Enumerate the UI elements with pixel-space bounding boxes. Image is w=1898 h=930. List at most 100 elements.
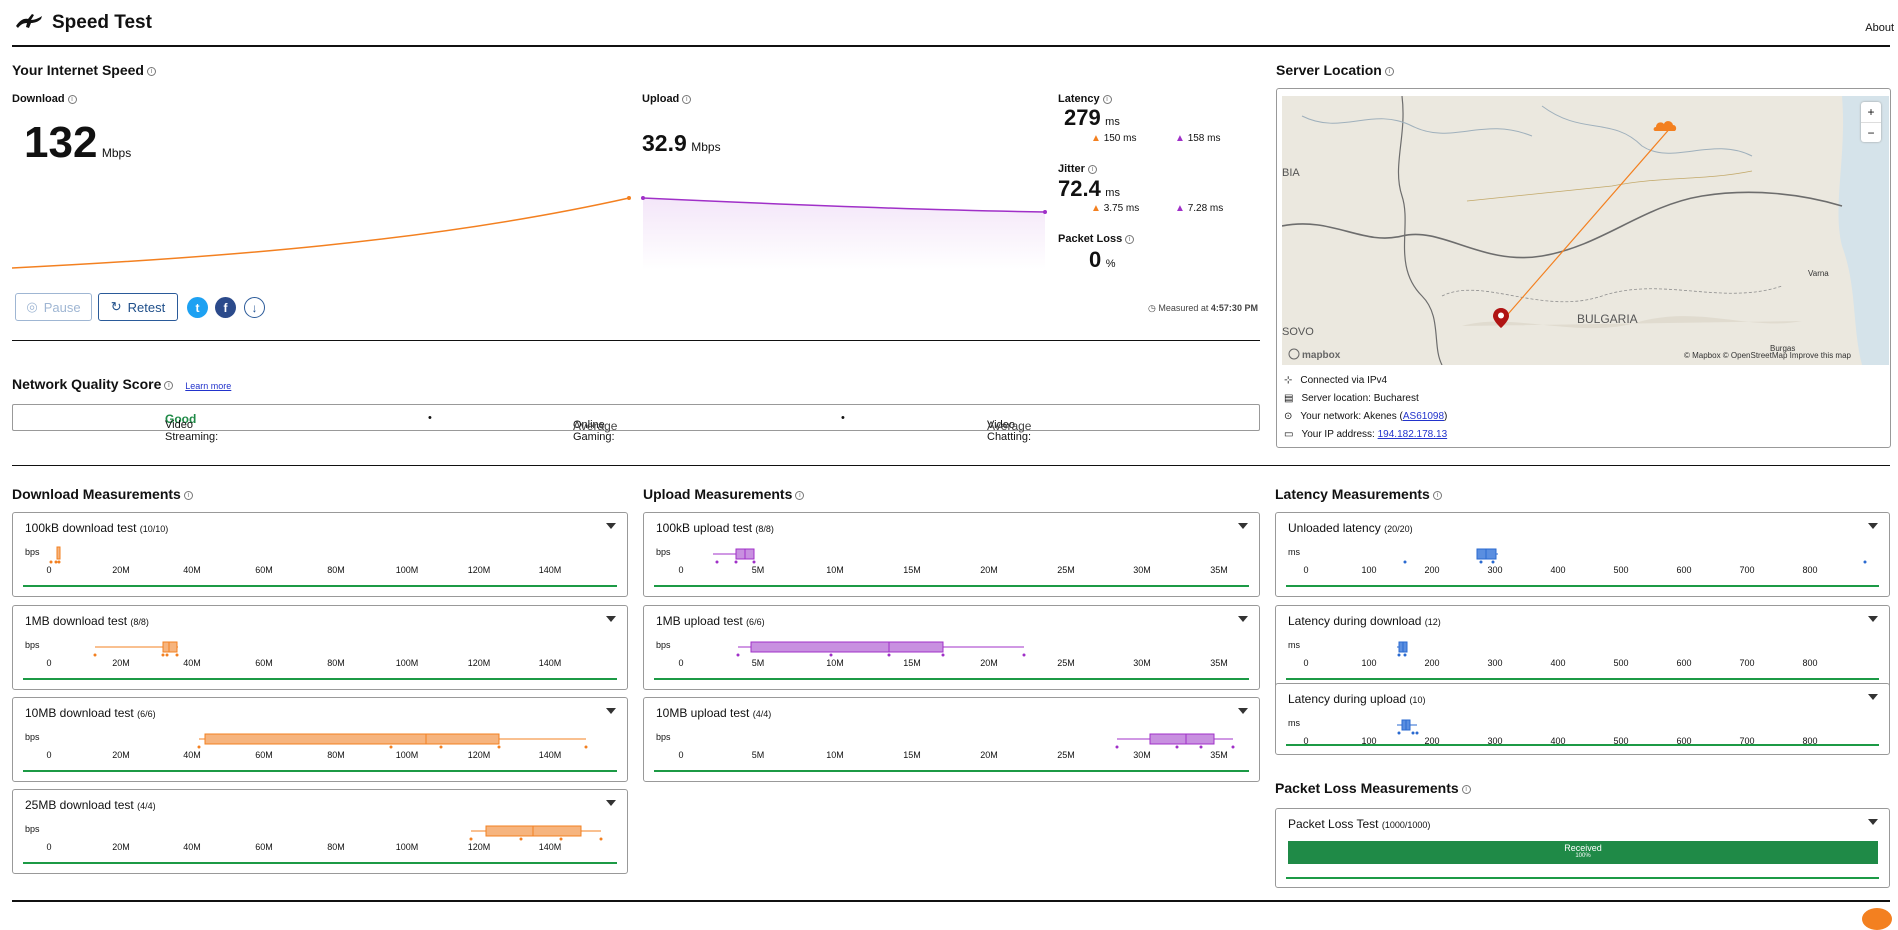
baseline: [23, 678, 617, 680]
sample-point: [165, 653, 169, 657]
latency-test-card[interactable]: Latency during upload (10) ms 0 100 200 300 40…: [1275, 683, 1890, 755]
sample-point: [439, 745, 443, 749]
sample-point: [715, 560, 719, 564]
chevron-down-icon[interactable]: [1238, 523, 1248, 529]
app-title: Speed Test: [52, 12, 152, 33]
clock-icon: ◷: [1148, 303, 1156, 313]
baseline: [23, 585, 617, 587]
zoom-in-button[interactable]: +: [1867, 105, 1875, 119]
box-plot: [713, 548, 756, 564]
tick-label: 40M: [183, 565, 201, 575]
tick-label: 20M: [112, 658, 130, 668]
tick-label: 120M: [467, 658, 491, 668]
latency-value: 279 ms: [1064, 105, 1120, 130]
pause-button[interactable]: ◎ Pause: [15, 293, 92, 321]
baseline: [23, 862, 617, 864]
as-number-link[interactable]: AS61098: [1402, 411, 1445, 422]
chevron-down-icon[interactable]: [1868, 616, 1878, 622]
about-link[interactable]: About: [1865, 22, 1894, 34]
map-zoom-controls: + −: [1861, 102, 1881, 142]
info-icon[interactable]: i: [1125, 234, 1135, 244]
latency-label: Latency i: [1058, 93, 1112, 105]
tick-label: 60M: [255, 750, 273, 760]
zoom-out-button[interactable]: −: [1861, 122, 1881, 143]
tick-label: 20M: [112, 842, 130, 852]
upload-test-card[interactable]: 10MB upload test (4/4) bps 0 5M 10M 15M 20M 25M…: [643, 697, 1260, 782]
sample-point: [1231, 745, 1235, 749]
info-icon[interactable]: i: [682, 94, 692, 104]
axis-unit: bps: [25, 824, 40, 834]
cloudflare-server-icon: [1653, 121, 1677, 131]
tick-label: 0: [46, 565, 52, 575]
footer-divider: [12, 900, 1890, 902]
sample-point: [559, 837, 563, 841]
tick-label: 20M: [980, 750, 998, 760]
info-icon[interactable]: i: [183, 490, 193, 500]
measured-at: ◷ Measured at 4:57:30 PM: [1148, 303, 1258, 313]
download-test-card[interactable]: 1MB download test (8/8) bps 0 20M 40M 60M 80M 1…: [12, 605, 628, 690]
tick-label: 0: [678, 658, 684, 668]
sample-point: [54, 560, 58, 564]
retest-button[interactable]: ↻ Retest: [98, 293, 178, 321]
chevron-down-icon[interactable]: [606, 523, 616, 529]
server-map[interactable]: BULGARIA Varna Burgas BIA SOVO mapbox © …: [1282, 96, 1889, 365]
tick-label: 200: [1424, 658, 1440, 668]
twitter-share-icon[interactable]: t: [187, 297, 208, 318]
iqr-box: [750, 641, 944, 653]
info-icon[interactable]: i: [1384, 66, 1394, 76]
iqr-box: [162, 641, 178, 653]
browser-window-icon: ▭: [1284, 429, 1294, 440]
map-drawing: BULGARIA Varna Burgas BIA SOVO mapbox © …: [1282, 96, 1889, 365]
info-icon[interactable]: i: [164, 380, 174, 390]
ip-address-link[interactable]: 194.182.178.13: [1377, 429, 1448, 440]
info-icon[interactable]: i: [1087, 164, 1097, 174]
learn-more-link[interactable]: Learn more: [185, 381, 232, 391]
chevron-down-icon[interactable]: [1238, 708, 1248, 714]
chevron-down-icon[interactable]: [1868, 523, 1878, 529]
test-title: 25MB download test (4/4): [25, 798, 156, 812]
iqr-box: [204, 733, 500, 745]
chevron-down-icon[interactable]: [606, 800, 616, 806]
download-test-card[interactable]: 10MB download test (6/6) bps 0 20M 40M 60M 80M…: [12, 697, 628, 782]
tick-label: 30M: [1133, 658, 1151, 668]
latency-down: ▲ 150 ms: [1091, 133, 1137, 144]
sample-point: [197, 745, 201, 749]
sample-point: [93, 653, 97, 657]
download-test-card[interactable]: 25MB download test (4/4) bps 0 20M 40M 60M 80M…: [12, 789, 628, 874]
sample-point: [599, 837, 603, 841]
chevron-down-icon[interactable]: [1868, 819, 1878, 825]
latency-test-card[interactable]: Unloaded latency (20/20) ms 0 100 200 300 400 5…: [1275, 512, 1890, 597]
tick-label: 140M: [538, 658, 562, 668]
chevron-down-icon[interactable]: [606, 616, 616, 622]
info-icon[interactable]: i: [1461, 784, 1471, 794]
sample-point: [941, 653, 945, 657]
jitter-label: Jitter i: [1058, 163, 1097, 175]
info-icon[interactable]: i: [1432, 490, 1442, 500]
info-icon[interactable]: i: [795, 490, 805, 500]
download-results-icon[interactable]: ↓: [244, 297, 265, 318]
packet-received-bar: Received 100%: [1288, 841, 1878, 864]
chevron-down-icon[interactable]: [606, 708, 616, 714]
tick-label: 40M: [183, 658, 201, 668]
latency-test-card[interactable]: Latency during download (12) ms 0 100 200 300…: [1275, 605, 1890, 690]
rabbit-logo-icon: [16, 14, 42, 28]
tick-label: 200: [1424, 565, 1440, 575]
upload-test-card[interactable]: 100kB upload test (8/8) bps 0 5M 10M 15M 20M 25…: [643, 512, 1260, 597]
baseline: [1286, 877, 1879, 879]
sample-point: [1397, 731, 1401, 735]
chevron-down-icon[interactable]: [1238, 616, 1248, 622]
download-test-card[interactable]: 100kB download test (10/10) bps 0 20M 40M 60M…: [12, 512, 628, 597]
chevron-down-icon[interactable]: [1868, 694, 1878, 700]
baseline: [654, 585, 1249, 587]
facebook-share-icon[interactable]: f: [215, 297, 236, 318]
tick-label: 100M: [395, 565, 419, 575]
quality-score-bar: Video Streaming: Good • Online Gaming: A…: [12, 404, 1260, 443]
tick-label: 800: [1802, 565, 1818, 575]
info-icon[interactable]: i: [1102, 94, 1112, 104]
test-title: 1MB upload test (6/6): [656, 614, 765, 628]
info-icon[interactable]: i: [67, 94, 77, 104]
upload-test-card[interactable]: 1MB upload test (6/6) bps 0 5M 10M 15M 20M 25M 3…: [643, 605, 1260, 690]
header-divider: [12, 45, 1890, 47]
info-icon[interactable]: i: [146, 66, 156, 76]
sample-point: [1403, 653, 1407, 657]
